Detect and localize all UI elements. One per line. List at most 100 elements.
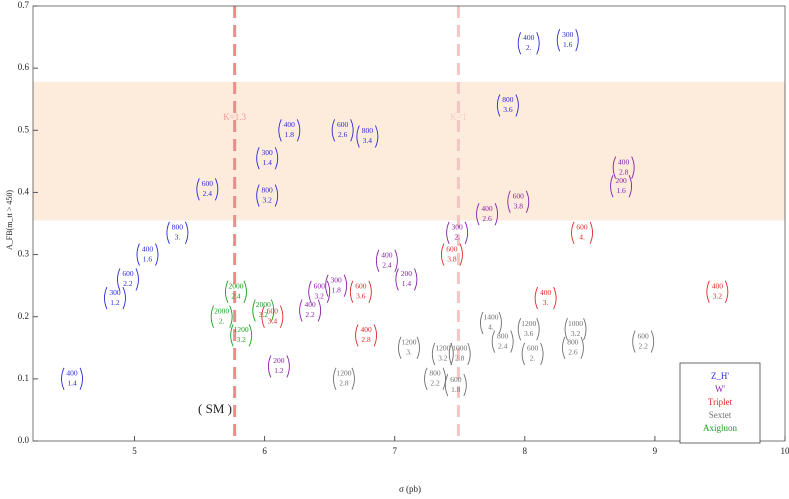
point-label-bottom: 2.8 — [339, 379, 349, 388]
point-label-top: 2000 — [256, 300, 271, 309]
point-label-top: 400 — [284, 120, 296, 129]
bracket — [349, 280, 354, 304]
bracket — [706, 280, 710, 304]
bracket — [494, 202, 499, 226]
bracket — [517, 32, 522, 55]
bracket — [270, 299, 275, 322]
bracket — [373, 324, 378, 347]
point-label-top: 800 — [362, 126, 374, 135]
x-tick-label: 9 — [653, 446, 658, 456]
point-label-top: 300 — [562, 30, 574, 39]
bracket — [424, 367, 428, 391]
point-label-top: 400 — [712, 282, 724, 291]
bracket — [210, 305, 215, 328]
bracket — [286, 355, 290, 378]
bracket — [413, 268, 418, 291]
bracket — [166, 221, 170, 245]
x-tick-label: 5 — [132, 446, 137, 456]
bracket — [155, 243, 159, 266]
point-label-top: 200 — [401, 269, 413, 278]
bracket — [225, 280, 229, 304]
bracket — [612, 156, 617, 179]
point-label-bottom: 1.4 — [402, 279, 412, 288]
point-label-bottom: 2.8 — [455, 354, 465, 363]
bracket — [317, 299, 322, 322]
bracket — [536, 32, 540, 55]
bracket — [724, 280, 729, 304]
point-label-top: 400 — [360, 325, 372, 334]
point-label-bottom: 3. — [406, 348, 412, 357]
bracket — [374, 125, 379, 148]
point-label-bottom: 2.6 — [338, 130, 348, 139]
bracket — [561, 336, 566, 359]
bracket — [463, 373, 467, 397]
bracket — [296, 119, 301, 142]
point-label-bottom: 3.6 — [503, 105, 513, 114]
bracket — [440, 243, 445, 266]
bracket — [525, 190, 530, 213]
point-label-top: 600 — [527, 344, 539, 353]
point-label-top: 800 — [429, 369, 441, 378]
point-label-top: 200 — [273, 356, 285, 365]
bracket — [553, 286, 557, 310]
bracket — [229, 305, 233, 328]
point-label-bottom: 2.6 — [568, 348, 578, 357]
point-label-top: 300 — [109, 288, 121, 297]
point-label-bottom: 3. — [175, 233, 181, 242]
point-label-top: 2000 — [214, 306, 229, 315]
bracket — [325, 274, 329, 297]
point-label-bottom: 2.6 — [482, 214, 492, 223]
bracket — [274, 184, 279, 207]
bracket — [243, 280, 247, 304]
point-label-top: 600 — [122, 269, 134, 278]
point-label-bottom: 1.6 — [143, 254, 153, 263]
point-label-top: 400 — [523, 33, 535, 42]
bracket — [256, 147, 260, 170]
point-label-bottom: 3.4 — [363, 136, 373, 145]
bracket — [343, 274, 348, 297]
point-label-bottom: 1.4 — [67, 379, 77, 388]
bracket — [185, 221, 189, 245]
bracket — [350, 119, 354, 142]
point-label-bottom: 3.4 — [268, 316, 278, 325]
point-label-bottom: 2.8 — [619, 167, 629, 176]
point-label-top: 400 — [618, 157, 630, 166]
point-label-bottom: 3.8 — [514, 201, 524, 210]
point-label-top: 1200 — [234, 325, 249, 334]
bracket — [631, 156, 635, 179]
point-label-bottom: 3. — [543, 298, 549, 307]
point-label-bottom: 3.2 — [259, 310, 269, 319]
line-label: K=1 — [450, 112, 466, 122]
point-label-top: 800 — [497, 331, 509, 340]
bracket — [448, 342, 453, 366]
bracket — [450, 342, 454, 366]
point-label-top: 2000 — [228, 282, 243, 291]
bracket — [632, 330, 636, 353]
point-label-bottom: 2. — [219, 316, 225, 325]
x-tick-label: 7 — [392, 446, 397, 456]
bracket — [564, 317, 568, 341]
point-label-top: 600 — [513, 191, 525, 200]
point-label-top: 1200 — [435, 344, 450, 353]
